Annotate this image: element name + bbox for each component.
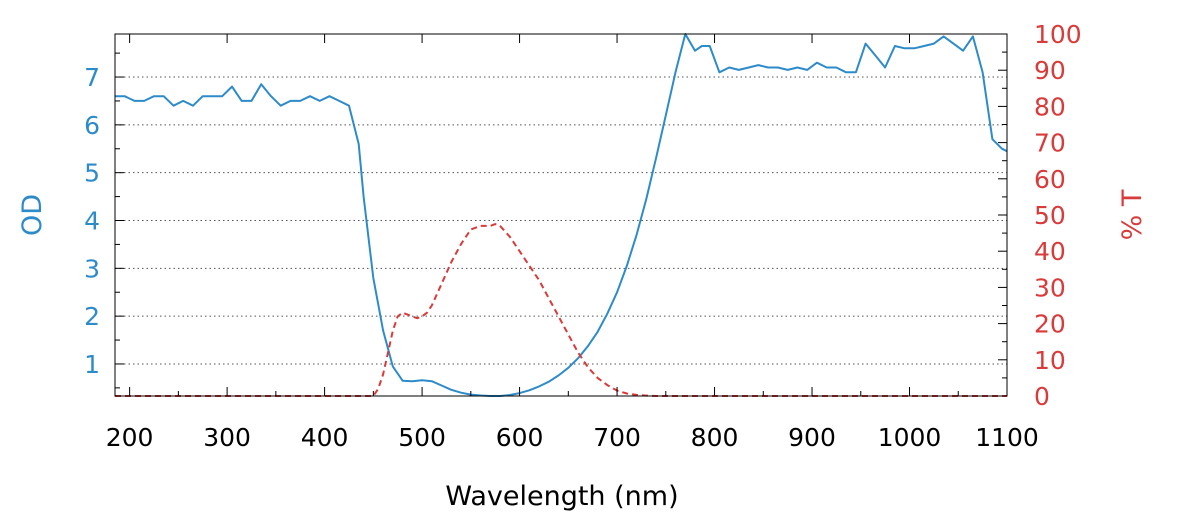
y2-tick-label: 100 bbox=[1034, 20, 1082, 49]
x-tick-label: 300 bbox=[203, 423, 251, 452]
y2-tick-label: 70 bbox=[1034, 129, 1066, 158]
x-tick-label: 1000 bbox=[878, 423, 942, 452]
y2-tick-label: 30 bbox=[1034, 273, 1066, 302]
y-tick-label: 3 bbox=[84, 254, 100, 283]
grid-lines bbox=[115, 76, 1007, 365]
ticks-layer: 200 300 400 500 600 700 800 900 1000 110012345670… bbox=[84, 20, 1082, 452]
x-tick-label: 400 bbox=[301, 423, 349, 452]
x-axis-title: Wavelength (nm) bbox=[445, 481, 678, 512]
y-tick-label: 2 bbox=[84, 302, 100, 331]
y2-axis-title: % T bbox=[1117, 189, 1148, 240]
x-tick-label: 200 bbox=[106, 423, 154, 452]
y2-tick-label: 50 bbox=[1034, 201, 1066, 230]
y-tick-label: 7 bbox=[84, 63, 100, 92]
x-tick-label: 1100 bbox=[975, 423, 1039, 452]
y2-tick-label: 60 bbox=[1034, 165, 1066, 194]
od-series-line bbox=[115, 33, 1008, 397]
y-axis-title: OD bbox=[17, 194, 48, 236]
y-tick-label: 5 bbox=[84, 159, 100, 188]
y2-tick-label: 0 bbox=[1034, 382, 1050, 411]
series-layer bbox=[115, 33, 1008, 397]
y2-tick-label: 10 bbox=[1034, 346, 1066, 375]
x-tick-label: 800 bbox=[691, 423, 739, 452]
y2-tick-label: 80 bbox=[1034, 92, 1066, 121]
y-tick-label: 4 bbox=[84, 206, 100, 235]
y-tick-label: 1 bbox=[84, 350, 100, 379]
transmission-series-line bbox=[115, 223, 1007, 397]
y-tick-label: 6 bbox=[84, 111, 100, 140]
y2-tick-label: 90 bbox=[1034, 56, 1066, 85]
x-tick-label: 500 bbox=[398, 423, 446, 452]
y2-tick-label: 40 bbox=[1034, 237, 1066, 266]
x-tick-label: 700 bbox=[593, 423, 641, 452]
plot-frame bbox=[114, 33, 1008, 397]
x-tick-label: 600 bbox=[496, 423, 544, 452]
x-tick-label: 900 bbox=[788, 423, 836, 452]
y2-tick-label: 20 bbox=[1034, 310, 1066, 339]
